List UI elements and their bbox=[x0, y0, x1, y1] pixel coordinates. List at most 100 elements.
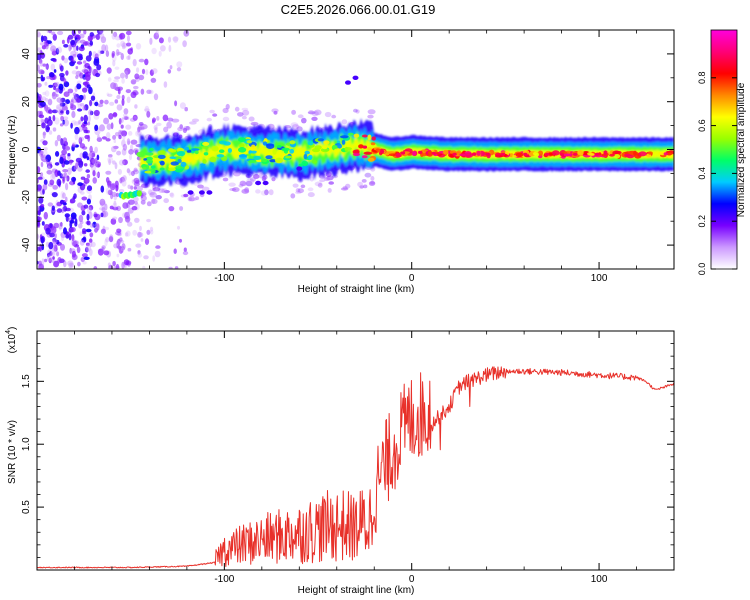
heatmap-cell bbox=[157, 154, 166, 159]
heatmap-cell bbox=[152, 187, 161, 192]
heatmap-cell bbox=[345, 80, 351, 85]
heatmap-cell bbox=[48, 116, 52, 121]
heatmap-cell bbox=[126, 55, 130, 60]
heatmap-cell bbox=[88, 204, 94, 211]
heatmap-peak bbox=[485, 152, 490, 156]
spectrogram-xlabel: Height of straight line (km) bbox=[298, 284, 415, 295]
heatmap-cell bbox=[85, 244, 92, 252]
heatmap-cell bbox=[427, 150, 433, 156]
heatmap-cell bbox=[108, 158, 111, 166]
heatmap-cell bbox=[94, 53, 99, 60]
heatmap-cell bbox=[144, 58, 149, 66]
heatmap-cell bbox=[93, 109, 100, 117]
heatmap-cell bbox=[613, 154, 621, 159]
heatmap-peak bbox=[594, 152, 599, 156]
heatmap-cell bbox=[47, 253, 51, 257]
heatmap-cell bbox=[334, 148, 340, 153]
heatmap-cell bbox=[99, 50, 105, 54]
heatmap-cell bbox=[367, 114, 374, 119]
heatmap-cell bbox=[361, 134, 368, 138]
heatmap-cell bbox=[233, 171, 241, 177]
heatmap-cell bbox=[121, 179, 127, 187]
heatmap-cell bbox=[133, 167, 138, 172]
heatmap-cell bbox=[94, 146, 98, 154]
heatmap-cell bbox=[633, 150, 637, 156]
heatmap-cell bbox=[154, 127, 158, 134]
heatmap-cell bbox=[538, 150, 543, 156]
heatmap-cell bbox=[94, 124, 99, 131]
heatmap-cell bbox=[119, 130, 125, 135]
heatmap-cell bbox=[307, 192, 315, 198]
heatmap-cell bbox=[63, 119, 69, 127]
heatmap-cell bbox=[40, 52, 45, 59]
heatmap-cell bbox=[179, 238, 182, 243]
heatmap-cell bbox=[86, 220, 91, 226]
heatmap-cell bbox=[55, 106, 62, 114]
heatmap-cell bbox=[325, 176, 334, 181]
y-tick-label: 0 bbox=[21, 146, 32, 152]
heatmap-cell bbox=[312, 159, 317, 164]
heatmap-cell bbox=[55, 151, 60, 157]
heatmap-cell bbox=[51, 109, 58, 114]
heatmap-cell bbox=[353, 133, 360, 138]
heatmap-cell bbox=[80, 176, 86, 180]
heatmap-cell bbox=[182, 127, 187, 133]
heatmap-cell bbox=[307, 141, 314, 146]
heatmap-cell bbox=[260, 190, 268, 196]
heatmap-cell bbox=[241, 115, 247, 120]
heatmap-cell bbox=[127, 199, 135, 205]
heatmap-cell bbox=[113, 243, 119, 249]
heatmap-cell bbox=[64, 145, 69, 149]
heatmap-cell bbox=[97, 171, 100, 179]
heatmap-cell bbox=[38, 58, 43, 64]
heatmap-cell bbox=[269, 159, 277, 163]
snr-multiplier: (x104) bbox=[5, 327, 18, 354]
heatmap-cell bbox=[107, 77, 112, 82]
heatmap-cell bbox=[150, 77, 157, 83]
heatmap-cell bbox=[79, 231, 83, 236]
heatmap-cell bbox=[110, 122, 114, 130]
heatmap-cell bbox=[51, 31, 56, 36]
y-tick-label: 40 bbox=[21, 48, 32, 60]
heatmap-cell bbox=[361, 179, 367, 183]
heatmap-cell bbox=[37, 119, 40, 127]
heatmap-cell bbox=[61, 55, 65, 61]
heatmap-cell bbox=[363, 184, 368, 189]
heatmap-cell bbox=[129, 154, 132, 161]
heatmap-cell bbox=[296, 126, 303, 132]
heatmap-cell bbox=[100, 212, 104, 218]
heatmap-cell bbox=[133, 116, 137, 121]
snr-frame bbox=[36, 330, 675, 571]
heatmap-cell bbox=[133, 181, 140, 187]
heatmap-cell bbox=[51, 192, 58, 198]
heatmap-cell bbox=[65, 109, 70, 115]
heatmap-cell bbox=[134, 201, 138, 205]
heatmap-cell bbox=[65, 182, 69, 191]
heatmap-cell bbox=[128, 131, 133, 136]
heatmap-cell bbox=[352, 75, 359, 81]
heatmap-cell bbox=[191, 148, 200, 152]
heatmap-cell bbox=[131, 206, 138, 211]
heatmap-peak bbox=[523, 152, 528, 156]
heatmap-peak bbox=[559, 152, 565, 156]
heatmap-cell bbox=[40, 236, 45, 244]
heatmap-cell bbox=[99, 124, 105, 132]
heatmap-cell bbox=[99, 32, 105, 39]
heatmap-cell bbox=[296, 166, 303, 171]
heatmap-cell bbox=[308, 154, 313, 160]
heatmap-cell bbox=[83, 114, 88, 123]
heatmap-cell bbox=[146, 110, 151, 118]
heatmap-cell bbox=[113, 82, 118, 91]
heatmap-cell bbox=[78, 214, 84, 223]
heatmap-cell bbox=[44, 98, 49, 102]
heatmap-cell bbox=[145, 152, 154, 156]
heatmap-cell bbox=[331, 114, 337, 119]
heatmap-cell bbox=[80, 116, 84, 122]
heatmap-cell bbox=[60, 234, 65, 241]
heatmap-cell bbox=[134, 200, 138, 205]
heatmap-cell bbox=[106, 180, 112, 186]
y-tick-label: 20 bbox=[21, 96, 32, 108]
heatmap-cell bbox=[38, 114, 45, 119]
heatmap-cell bbox=[127, 184, 131, 189]
heatmap-cell bbox=[123, 259, 130, 266]
